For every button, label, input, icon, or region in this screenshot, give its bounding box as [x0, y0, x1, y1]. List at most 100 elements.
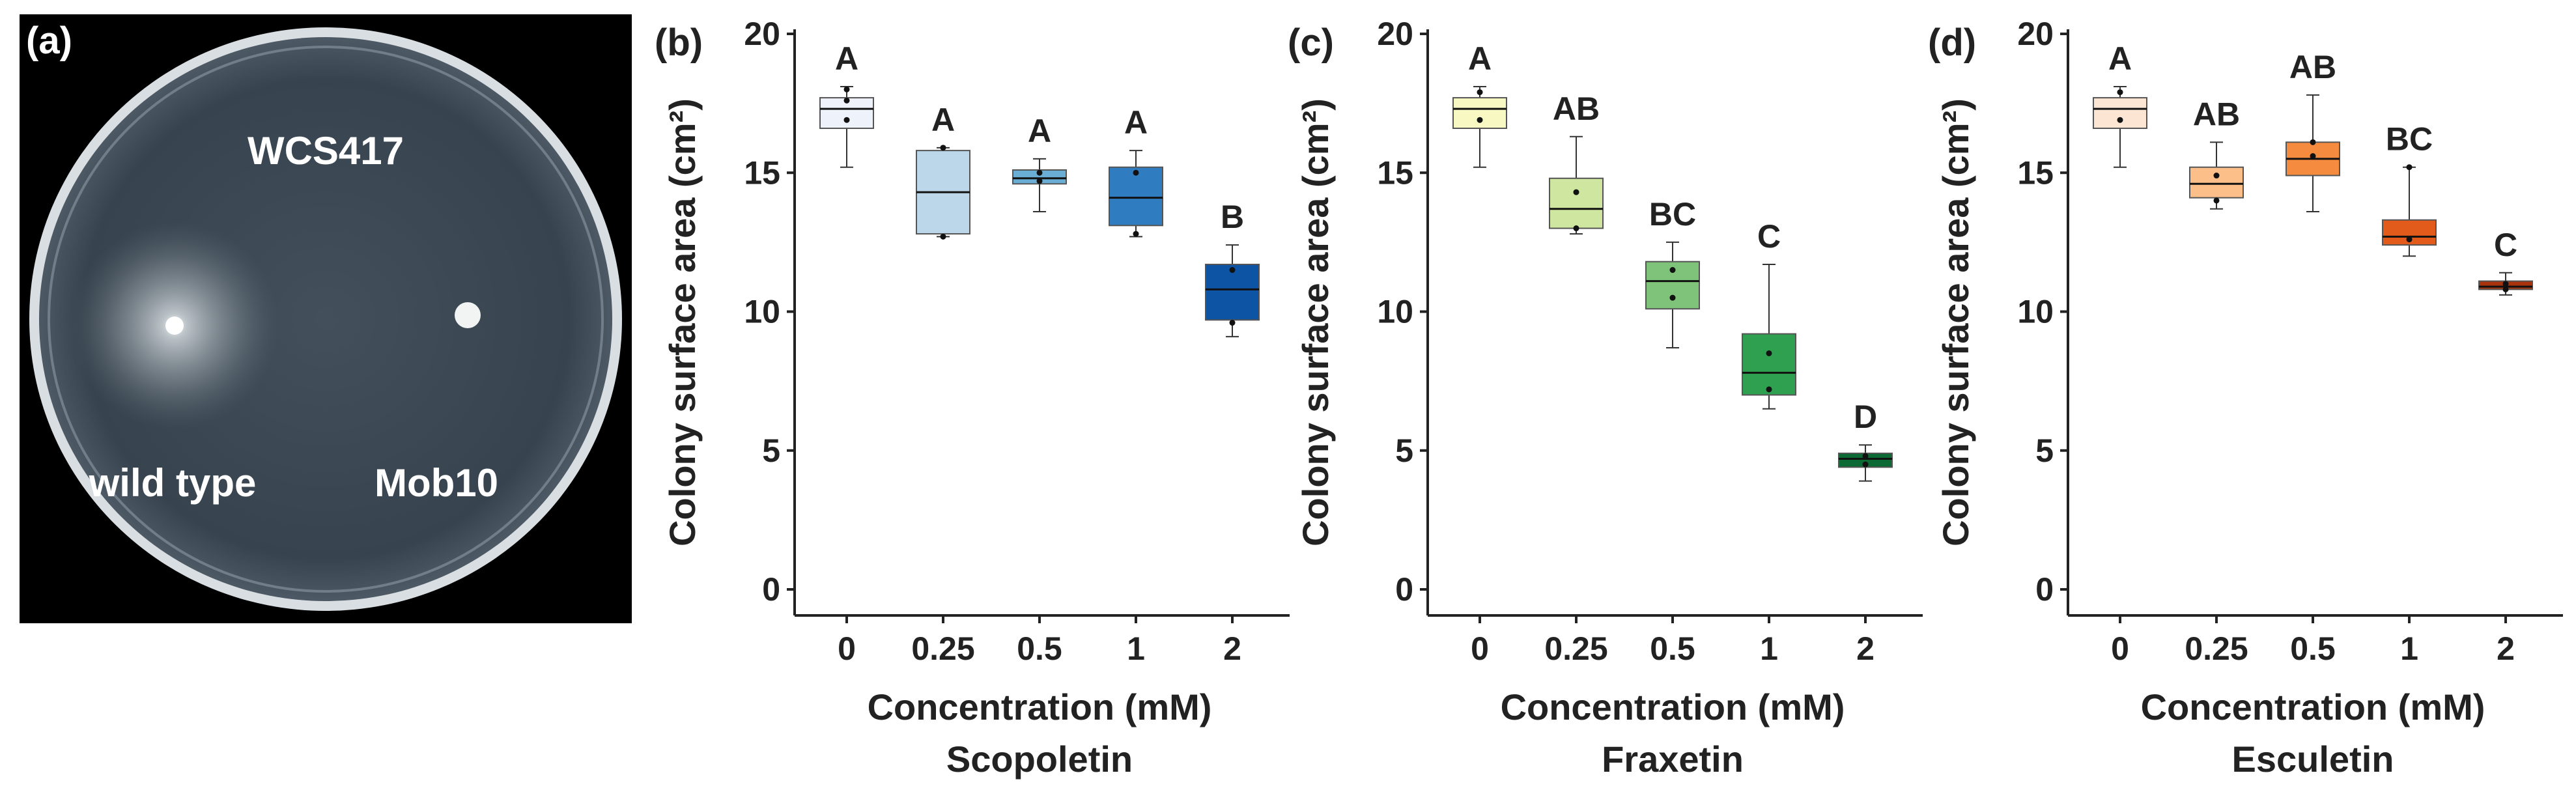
significance-letter: A: [1124, 104, 1148, 141]
data-point: [843, 97, 850, 104]
compound-name: Esculetin: [2232, 739, 2394, 780]
data-point: [1669, 294, 1676, 301]
data-point: [843, 117, 850, 123]
data-point: [1477, 89, 1483, 96]
box-iqr: [2093, 97, 2147, 130]
x-tick-label: 0: [838, 630, 856, 667]
box-1: A: [1109, 104, 1163, 238]
significance-letter: AB: [1553, 91, 1600, 127]
compound-name: Fraxetin: [1602, 739, 1744, 780]
significance-letter: BC: [2386, 121, 2433, 158]
box-0.25: A: [916, 102, 970, 240]
y-tick-label: 20: [1377, 16, 1413, 52]
y-tick-label: 5: [762, 432, 780, 469]
x-tick-label: 0: [1471, 630, 1489, 667]
panel-label-b: (b): [655, 21, 703, 64]
significance-letter: C: [2494, 227, 2517, 263]
data-point: [843, 86, 850, 92]
box-2: D: [1838, 399, 1893, 482]
box-2: C: [2478, 227, 2533, 296]
significance-letter: A: [931, 102, 955, 138]
significance-letter: AB: [2193, 96, 2240, 132]
y-tick-label: 5: [2035, 432, 2054, 469]
x-axis-title: Concentration (mM): [868, 686, 1212, 727]
y-tick-label: 10: [2017, 294, 2054, 330]
box-iqr: [1742, 333, 1796, 396]
data-point: [1573, 225, 1579, 232]
data-point: [1862, 453, 1869, 459]
y-tick-label: 10: [1377, 294, 1413, 330]
significance-letter: A: [1468, 40, 1492, 77]
x-tick-label: 0.25: [2185, 630, 2248, 667]
x-axis-title: Concentration (mM): [1501, 686, 1845, 727]
compound-name: Scopoletin: [946, 739, 1133, 780]
significance-letter: A: [835, 40, 858, 77]
box-iqr: [1109, 166, 1163, 227]
y-tick-label: 15: [1377, 154, 1413, 191]
data-point: [2502, 286, 2509, 292]
plate-label-wild-type: wild type: [89, 461, 257, 505]
x-tick-label: 0.25: [911, 630, 974, 667]
panel-label-d: (d): [1928, 21, 1976, 64]
box-2: B: [1205, 199, 1260, 337]
significance-letter: BC: [1649, 196, 1696, 232]
data-point: [2310, 139, 2316, 145]
box-0.5: A: [1012, 113, 1067, 212]
data-point: [1862, 461, 1869, 468]
y-tick-label: 0: [2035, 571, 2054, 608]
box-iqr: [1549, 177, 1604, 229]
y-tick-label: 20: [2017, 16, 2054, 52]
data-point: [1133, 169, 1139, 176]
y-tick-label: 5: [1395, 432, 1413, 469]
y-tick-label: 20: [744, 16, 780, 52]
significance-letter: D: [1854, 399, 1877, 435]
y-axis-title: Colony surface area (cm²): [1935, 98, 1976, 546]
x-tick-label: 2: [1856, 630, 1875, 667]
significance-letter: B: [1221, 199, 1244, 235]
data-point: [1133, 231, 1139, 237]
panel-a: (a) WCS417 wild type Mob10: [20, 14, 632, 623]
data-point: [1036, 169, 1043, 176]
data-point: [2310, 153, 2316, 160]
data-point: [1573, 189, 1579, 195]
y-tick-label: 10: [744, 294, 780, 330]
data-point: [2117, 117, 2123, 123]
x-tick-label: 0.5: [1017, 630, 1062, 667]
petri-dish: [39, 37, 612, 601]
x-tick-label: 1: [2400, 630, 2418, 667]
petri-dish-inner-ring: [48, 46, 604, 593]
box-0.25: AB: [2189, 96, 2244, 210]
data-point: [1669, 267, 1676, 274]
data-point: [2213, 197, 2220, 204]
box-0: A: [2093, 40, 2147, 168]
x-tick-label: 0.25: [1544, 630, 1607, 667]
wild-type-inoculation-point: [165, 317, 184, 335]
y-tick-label: 15: [2017, 154, 2054, 191]
chart-panel-b: (b) 0 5 10 15 20 Colony surface area (cm²) A 0 A 0…: [655, 16, 1290, 780]
x-tick-label: 1: [1127, 630, 1145, 667]
data-point: [1229, 267, 1236, 274]
box-0.5: AB: [2286, 49, 2340, 212]
mob10-colony: [455, 302, 481, 328]
plate-label-mob10: Mob10: [375, 461, 498, 505]
y-axis-title: Colony surface area (cm²): [1295, 98, 1336, 546]
plate-label-strain: WCS417: [248, 129, 404, 173]
y-tick-label: 15: [744, 154, 780, 191]
box-1: BC: [2382, 121, 2437, 257]
box-0: A: [819, 40, 874, 168]
data-point: [2213, 173, 2220, 179]
data-point: [1766, 386, 1772, 393]
data-point: [2117, 89, 2123, 96]
data-point: [1766, 350, 1772, 356]
data-point: [1229, 320, 1236, 326]
y-tick-label: 0: [762, 571, 780, 608]
data-point: [2502, 281, 2509, 287]
data-point: [2406, 236, 2413, 243]
x-tick-label: 0.5: [2290, 630, 2336, 667]
x-tick-label: 2: [2497, 630, 2515, 667]
panel-label-a: (a): [26, 20, 72, 62]
data-point: [1036, 178, 1043, 184]
panel-label-c: (c): [1288, 21, 1334, 64]
box-0.25: AB: [1549, 91, 1604, 235]
